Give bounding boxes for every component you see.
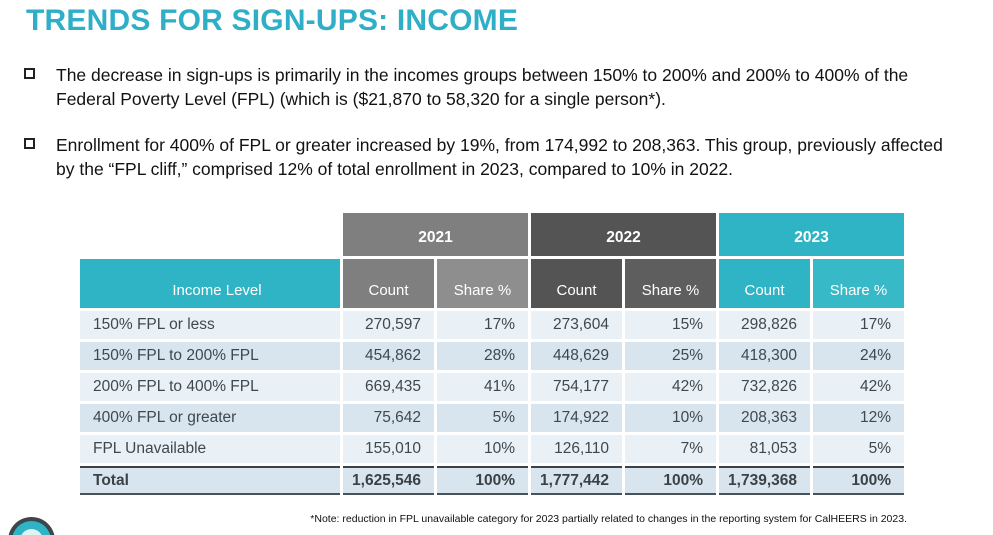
cell: 42%	[813, 373, 904, 401]
logo-teal-ring	[12, 521, 51, 535]
cell: 298,826	[719, 311, 810, 339]
cell: 12%	[813, 404, 904, 432]
income-table: 2021 2022 2023 Income Level Count Share …	[77, 210, 907, 498]
row-label: FPL Unavailable	[80, 435, 340, 463]
cell: 25%	[625, 342, 716, 370]
row-label: 400% FPL or greater	[80, 404, 340, 432]
share-header-2021: Share %	[437, 259, 528, 308]
cell: 10%	[437, 435, 528, 463]
row-label: 200% FPL to 400% FPL	[80, 373, 340, 401]
income-level-header: Income Level	[80, 259, 340, 308]
cell: 17%	[813, 311, 904, 339]
cell: 75,642	[343, 404, 434, 432]
cell: 454,862	[343, 342, 434, 370]
bullet-item: The decrease in sign-ups is primarily in…	[24, 63, 966, 111]
table-row: 150% FPL or less 270,597 17% 273,604 15%…	[80, 311, 904, 339]
cell: 732,826	[719, 373, 810, 401]
total-label: Total	[80, 466, 340, 495]
count-header-2023: Count	[719, 259, 810, 308]
cell: 7%	[625, 435, 716, 463]
share-header-2022: Share %	[625, 259, 716, 308]
table-row: 150% FPL to 200% FPL 454,862 28% 448,629…	[80, 342, 904, 370]
bullet-item: Enrollment for 400% of FPL or greater in…	[24, 133, 966, 181]
page-title: TRENDS FOR SIGN-UPS: INCOME	[26, 4, 519, 37]
cell: 5%	[813, 435, 904, 463]
count-header-2022: Count	[531, 259, 622, 308]
bullet-text: The decrease in sign-ups is primarily in…	[56, 65, 909, 110]
covered-california-logo	[8, 517, 55, 535]
cell: 5%	[437, 404, 528, 432]
cell: 754,177	[531, 373, 622, 401]
cell: 174,922	[531, 404, 622, 432]
cell: 41%	[437, 373, 528, 401]
footnote: *Note: reduction in FPL unavailable cate…	[310, 513, 907, 525]
table-row: FPL Unavailable 155,010 10% 126,110 7% 8…	[80, 435, 904, 463]
total-cell: 100%	[813, 466, 904, 495]
year-header-row: 2021 2022 2023	[80, 213, 904, 256]
total-cell: 100%	[437, 466, 528, 495]
square-bullet-icon	[24, 133, 56, 149]
cell: 15%	[625, 311, 716, 339]
total-cell: 1,625,546	[343, 466, 434, 495]
total-cell: 1,777,442	[531, 466, 622, 495]
cell: 42%	[625, 373, 716, 401]
cell: 273,604	[531, 311, 622, 339]
cell: 24%	[813, 342, 904, 370]
corner-spacer	[80, 213, 340, 256]
cell: 81,053	[719, 435, 810, 463]
share-header-2023: Share %	[813, 259, 904, 308]
total-cell: 1,739,368	[719, 466, 810, 495]
total-row: Total 1,625,546 100% 1,777,442 100% 1,73…	[80, 466, 904, 495]
cell: 10%	[625, 404, 716, 432]
cell: 669,435	[343, 373, 434, 401]
total-cell: 100%	[625, 466, 716, 495]
cell: 270,597	[343, 311, 434, 339]
cell: 17%	[437, 311, 528, 339]
square-bullet-icon	[24, 63, 56, 79]
cell: 155,010	[343, 435, 434, 463]
count-header-2021: Count	[343, 259, 434, 308]
year-header-2022: 2022	[531, 213, 716, 256]
logo-core	[20, 529, 43, 535]
bullet-text: Enrollment for 400% of FPL or greater in…	[56, 135, 943, 180]
year-header-2023: 2023	[719, 213, 904, 256]
year-header-2021: 2021	[343, 213, 528, 256]
cell: 418,300	[719, 342, 810, 370]
cell: 448,629	[531, 342, 622, 370]
row-label: 150% FPL to 200% FPL	[80, 342, 340, 370]
table-row: 200% FPL to 400% FPL 669,435 41% 754,177…	[80, 373, 904, 401]
cell: 28%	[437, 342, 528, 370]
income-table-wrapper: 2021 2022 2023 Income Level Count Share …	[77, 210, 907, 498]
cell: 126,110	[531, 435, 622, 463]
table-row: 400% FPL or greater 75,642 5% 174,922 10…	[80, 404, 904, 432]
sub-header-row: Income Level Count Share % Count Share %…	[80, 259, 904, 308]
cell: 208,363	[719, 404, 810, 432]
row-label: 150% FPL or less	[80, 311, 340, 339]
